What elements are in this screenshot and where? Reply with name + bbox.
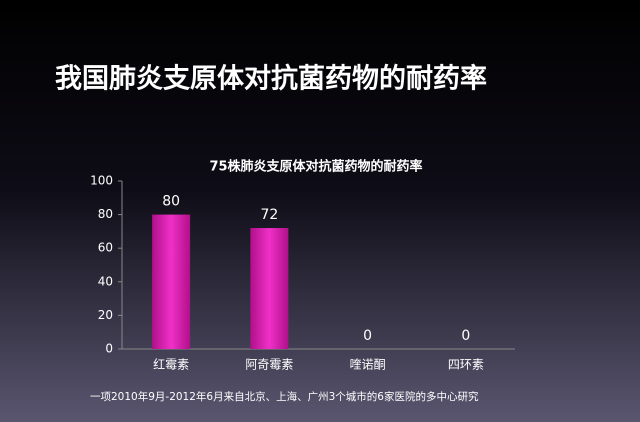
- x-tick-label: 阿奇霉素: [245, 358, 293, 372]
- data-label: 0: [363, 328, 372, 344]
- x-tick-label: 喹诺酮: [350, 357, 386, 372]
- chart-title: 75株肺炎支原体对抗菌药物的耐药率: [209, 159, 422, 175]
- y-tick-label: 100: [90, 174, 113, 188]
- bar: [152, 214, 191, 349]
- y-tick-label: 20: [98, 308, 113, 322]
- y-tick-label: 40: [98, 274, 113, 288]
- y-tick-label: 60: [98, 241, 113, 255]
- y-tick-label: 0: [105, 342, 113, 356]
- x-tick-label: 四环素: [448, 358, 484, 372]
- bar: [250, 228, 289, 349]
- x-tick-label: 红霉素: [153, 357, 189, 372]
- footnote: 一项2010年9月-2012年6月来自北京、上海、广州3个城市的6家医院的多中心…: [90, 390, 479, 403]
- data-label: 80: [162, 194, 180, 210]
- data-label: 0: [461, 328, 470, 344]
- y-tick-label: 80: [98, 207, 113, 221]
- slide-title: 我国肺炎支原体对抗菌药物的耐药率: [55, 63, 487, 95]
- data-label: 72: [260, 207, 278, 223]
